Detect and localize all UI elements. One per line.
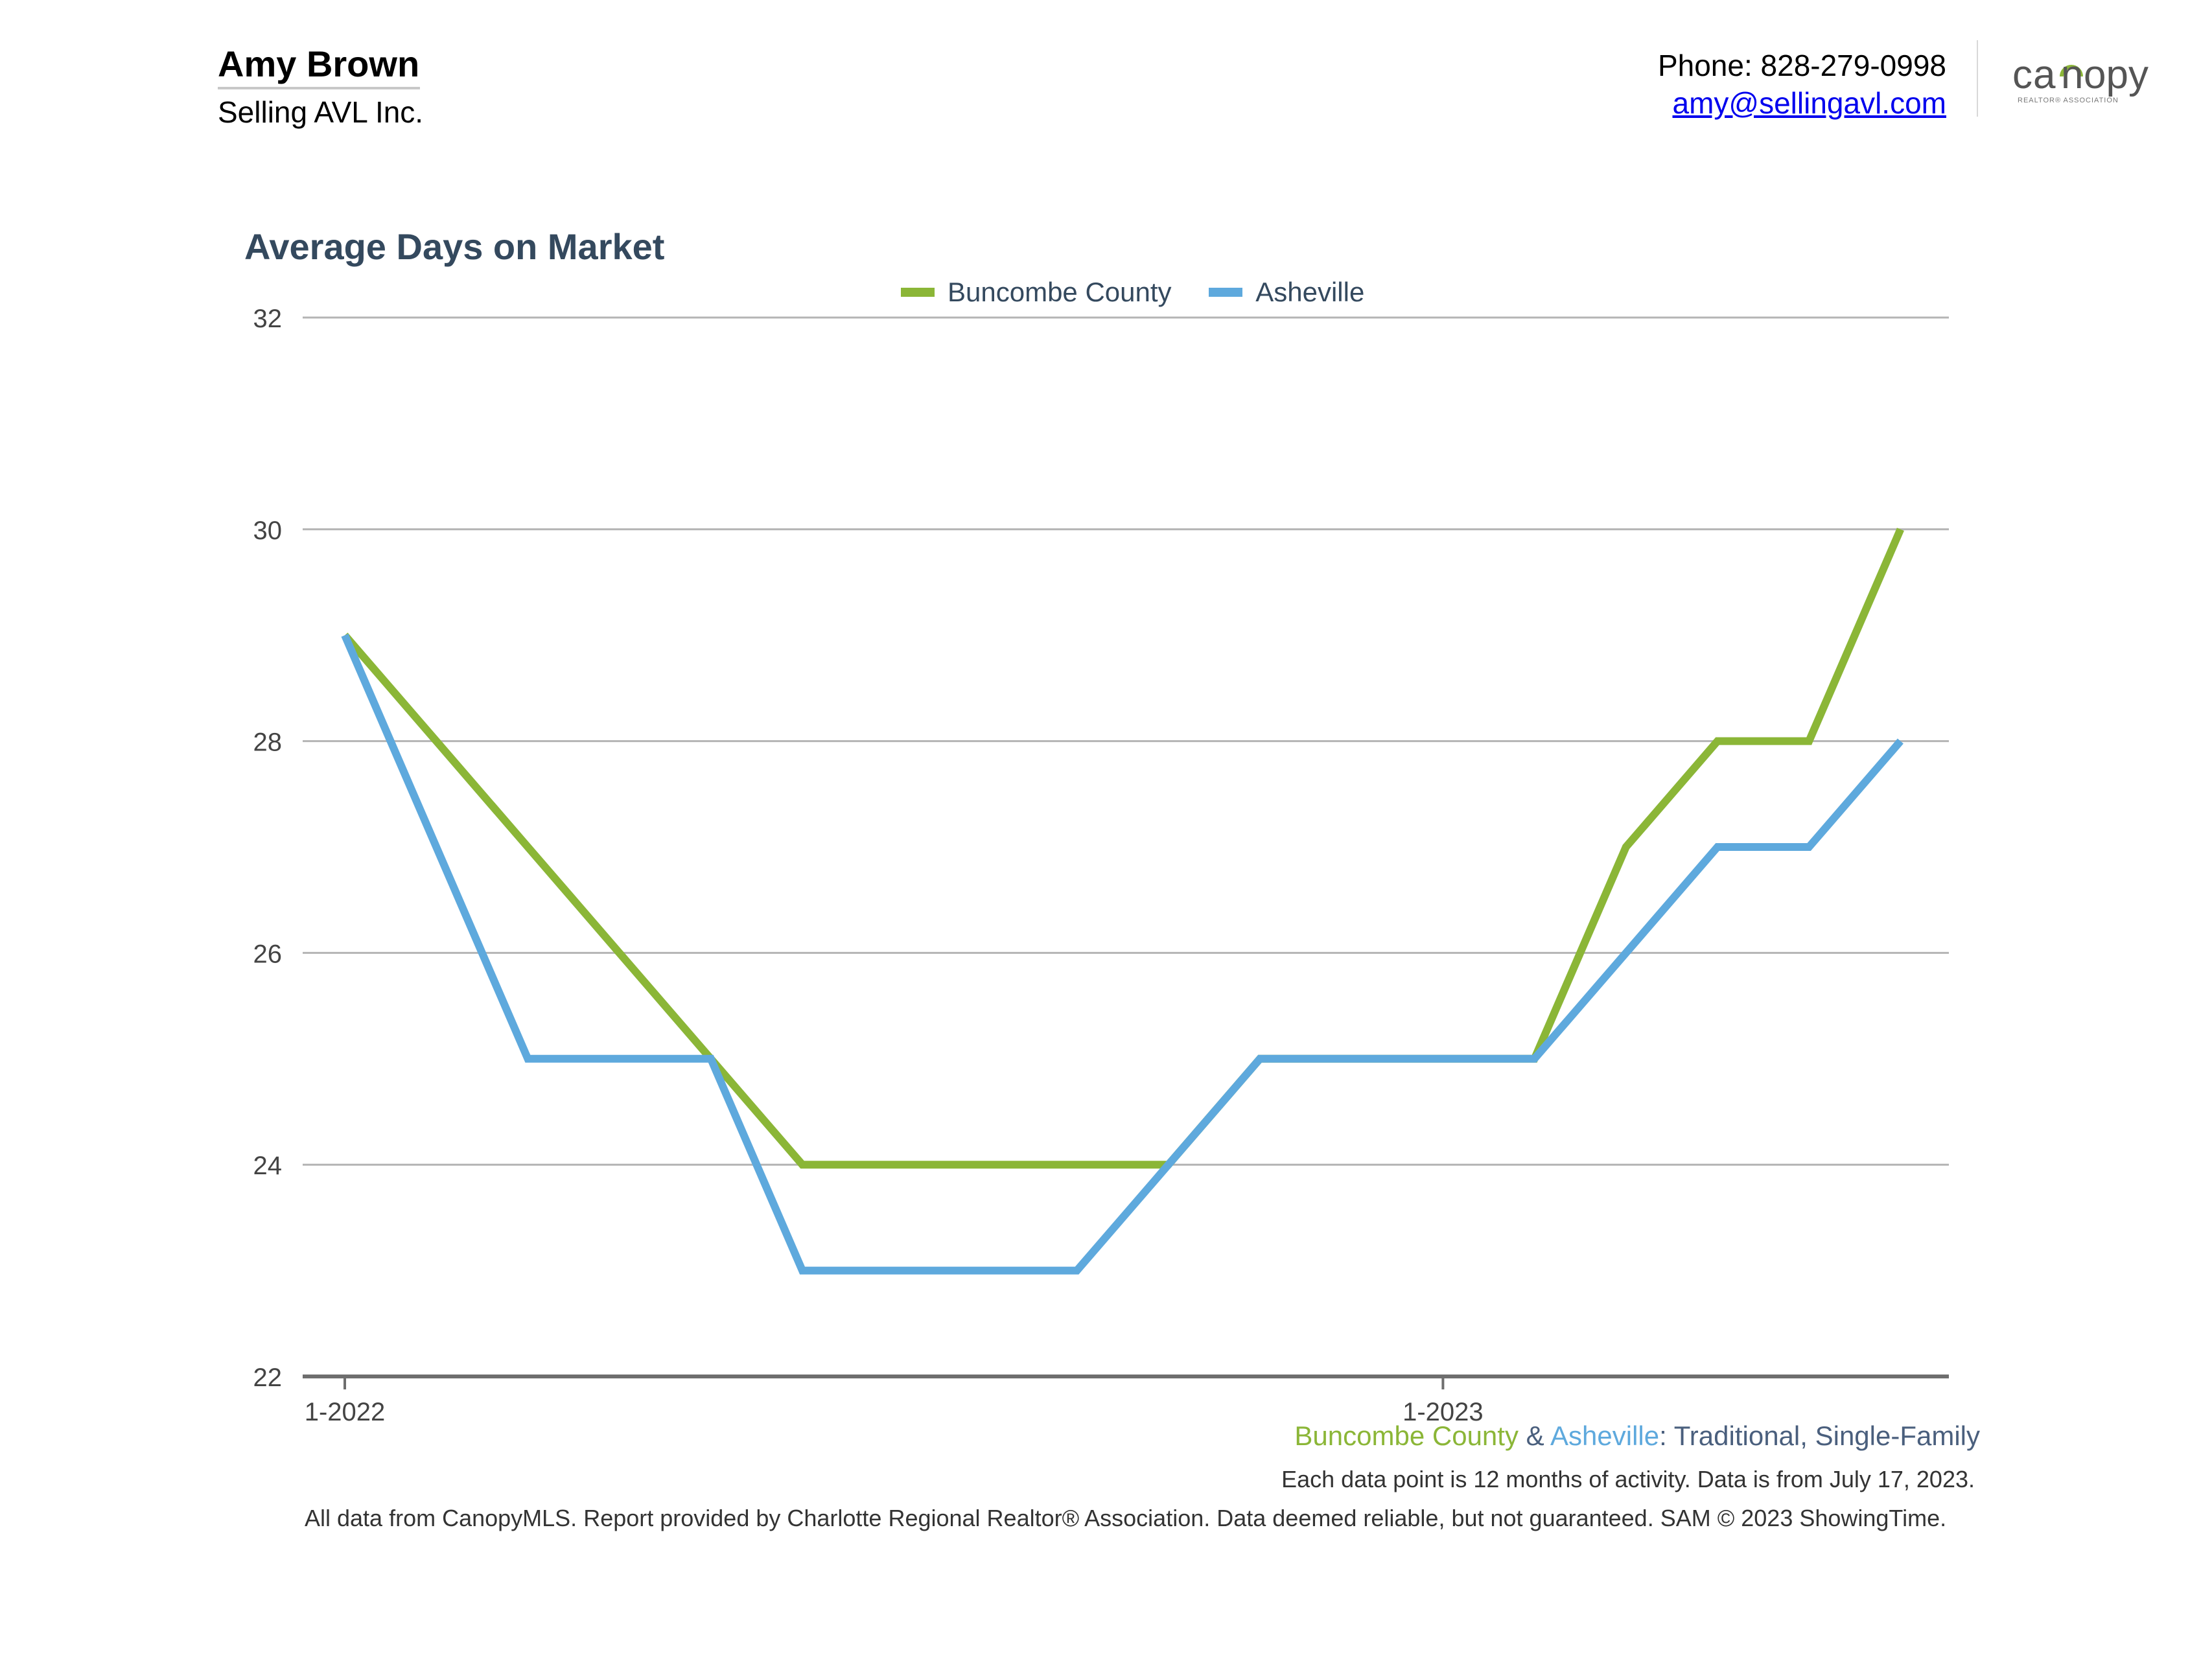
legend-swatch-asheville <box>1209 288 1243 297</box>
chart-legend: Buncombe County Asheville <box>901 272 1394 308</box>
svg-text:opy: opy <box>2084 52 2148 97</box>
y-tick-label-26: 26 <box>253 940 283 968</box>
x-tick-label-1-2022: 1-2022 <box>305 1398 386 1426</box>
legend-item-buncombe: Buncombe County <box>901 277 1172 308</box>
y-tick-label-24: 24 <box>253 1152 283 1180</box>
agent-name-underline <box>218 87 420 89</box>
series-line-asheville <box>341 633 1903 1275</box>
caption-type-traditional: Traditional <box>1673 1421 1800 1451</box>
header-divider <box>1977 40 1978 117</box>
contact-phone: Phone: 828-279-0998 <box>1657 49 1946 82</box>
y-tick-label-32: 32 <box>253 305 283 333</box>
agent-name: Amy Brown <box>218 43 420 84</box>
legend-label-buncombe: Buncombe County <box>948 277 1172 307</box>
series-line-buncombe-county <box>342 528 1904 1169</box>
svg-text:REALTOR® ASSOCIATION: REALTOR® ASSOCIATION <box>2018 97 2119 104</box>
chart-note: Each data point is 12 months of activity… <box>1281 1466 1975 1492</box>
caption-type-single-family: Single-Family <box>1815 1421 1980 1451</box>
chart-title: Average Days on Market <box>244 226 665 267</box>
svg-text:ca: ca <box>2012 52 2056 97</box>
agent-company: Selling AVL Inc. <box>218 95 424 129</box>
legend-item-asheville: Asheville <box>1209 277 1364 308</box>
caption-series-asheville: Asheville <box>1550 1421 1660 1451</box>
y-tick-label-28: 28 <box>253 728 283 757</box>
chart-caption: Buncombe County & Asheville: Traditional… <box>1294 1421 1980 1452</box>
caption-amp: & <box>1518 1421 1551 1451</box>
contact-email-link[interactable]: amy@sellingavl.com <box>1672 86 1947 120</box>
caption-comma: , <box>1800 1421 1815 1451</box>
legend-label-asheville: Asheville <box>1255 277 1365 307</box>
y-tick-label-22: 22 <box>253 1363 283 1392</box>
footer-disclaimer: All data from CanopyMLS. Report provided… <box>305 1505 1947 1531</box>
caption-series-buncombe: Buncombe County <box>1294 1421 1519 1451</box>
legend-swatch-buncombe <box>901 288 935 297</box>
svg-text:n: n <box>2061 52 2083 97</box>
caption-colon: : <box>1659 1421 1674 1451</box>
x-tick-label-1-2023: 1-2023 <box>1403 1398 1484 1426</box>
canopy-logo-icon: ca n opy REALTOR® ASSOCIATION <box>2012 52 2148 104</box>
y-tick-label-30: 30 <box>253 516 283 545</box>
